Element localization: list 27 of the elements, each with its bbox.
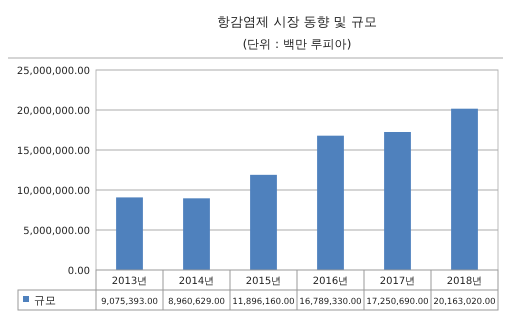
chart-title: 항감염제 시장 동향 및 규모 (217, 15, 377, 30)
data-label: 17,250,690.00 (366, 297, 429, 307)
bar (116, 197, 143, 270)
y-tick-label: 10,000,000.00 (16, 186, 90, 197)
bar (451, 108, 478, 270)
legend-label: 규모 (34, 294, 56, 307)
bar (183, 198, 210, 270)
data-label: 8,960,629.00 (168, 297, 225, 307)
data-label: 9,075,393.00 (101, 297, 158, 307)
x-tick-label: 2018년 (446, 276, 482, 287)
chart-subtitle: (단위 : 백만 루피아) (242, 37, 352, 51)
x-tick-label: 2014년 (178, 276, 214, 287)
x-tick-label: 2015년 (246, 276, 282, 287)
data-label: 20,163,020.00 (433, 297, 496, 307)
bar (384, 132, 411, 270)
x-tick-label: 2013년 (112, 276, 148, 287)
y-tick-label: 0.00 (68, 266, 90, 277)
data-label: 16,789,330.00 (299, 297, 362, 307)
x-tick-label: 2017년 (380, 276, 416, 287)
x-tick-label: 2016년 (312, 276, 348, 287)
y-tick-label: 20,000,000.00 (16, 106, 90, 117)
data-label: 11,896,160.00 (232, 297, 295, 307)
y-tick-label: 15,000,000.00 (16, 146, 90, 157)
bar (250, 174, 277, 270)
y-tick-label: 25,000,000.00 (16, 66, 90, 77)
bar (317, 136, 344, 270)
y-tick-label: 5,000,000.00 (23, 226, 90, 237)
